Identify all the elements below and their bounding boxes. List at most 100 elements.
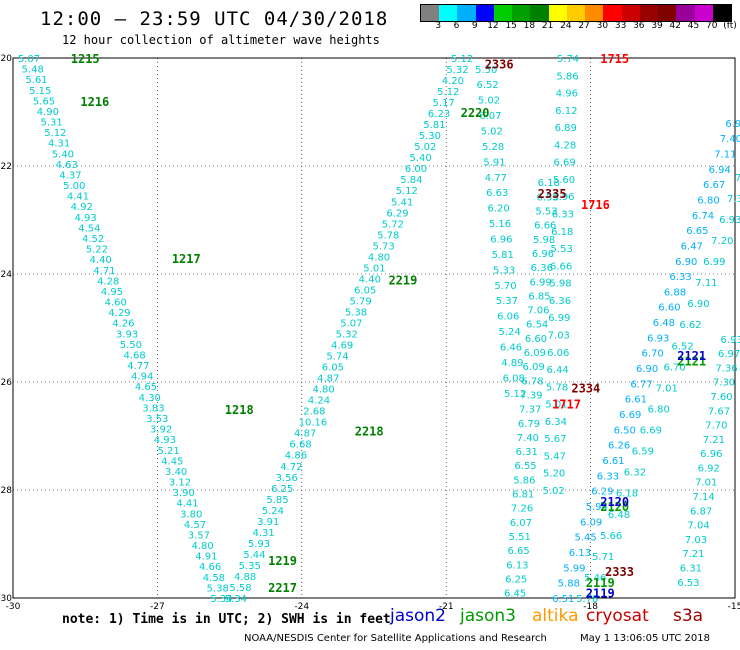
wave-height-value: 7.20	[711, 236, 733, 247]
wave-height-value: 6.08	[503, 373, 525, 384]
wave-height-value: 6.74	[692, 211, 714, 222]
color-scale-label: 33	[614, 21, 627, 31]
pass-time-label: 1716	[581, 198, 610, 212]
wave-height-value: 6.96	[490, 235, 512, 246]
wave-height-value: 7.04	[687, 521, 709, 532]
wave-height-value: 5.02	[481, 127, 503, 138]
wave-height-value: 3.92	[150, 425, 172, 436]
pass-time-label: 1219	[268, 554, 297, 568]
color-scale-swatch	[585, 5, 604, 21]
wave-height-value: 7.21	[703, 435, 725, 446]
plot-frame	[12, 57, 736, 599]
wave-height-value: 5.32	[336, 330, 358, 341]
wave-height-value: 6.90	[675, 257, 697, 268]
wave-height-value: 6.45	[504, 589, 526, 600]
wave-height-value: 7.40	[720, 134, 740, 145]
wave-height-value: 6.05	[322, 363, 344, 374]
wave-height-value: 4.92	[71, 202, 93, 213]
wave-height-value: 6.09	[523, 362, 545, 373]
page-subtitle: 12 hour collection of altimeter wave hei…	[62, 33, 380, 47]
wave-height-value: 5.00	[63, 181, 85, 192]
color-scale-swatch	[621, 5, 640, 21]
wave-height-value: 5.74	[326, 352, 348, 363]
color-scale-label: (ft)	[723, 21, 737, 31]
wave-height-value: 3.83	[142, 403, 164, 414]
y-tick-label: -20	[0, 54, 12, 64]
wave-height-value: 5.53	[535, 207, 557, 218]
wave-height-value: 5.96	[552, 192, 574, 203]
wave-height-value: 6.93	[647, 333, 669, 344]
wave-height-value: 6.05	[354, 285, 376, 296]
wave-height-value: 6.60	[658, 303, 680, 314]
wave-height-value: 3.80	[180, 509, 202, 520]
pass-time-label: 2333	[605, 565, 634, 579]
wave-height-value: 6.92	[725, 119, 740, 130]
pass-time-label: 1216	[80, 95, 109, 109]
wave-height-value: 7.03	[548, 330, 570, 341]
wave-height-value: 4.24	[308, 396, 330, 407]
wave-height-value: 4.41	[67, 192, 89, 203]
wave-height-value: 6.68	[289, 440, 311, 451]
wave-height-value: 6.65	[686, 226, 708, 237]
wave-height-value: 6.34	[545, 417, 567, 428]
wave-height-value: 4.60	[105, 298, 127, 309]
color-scale-label: 70	[706, 21, 718, 31]
y-tick-label: -26	[0, 378, 12, 388]
wave-height-value: 6.32	[624, 468, 646, 479]
wave-height-value: 6.80	[697, 195, 719, 206]
y-tick-label: -22	[0, 162, 12, 172]
color-scale-swatch	[603, 5, 622, 21]
wave-height-value: 5.78	[377, 230, 399, 241]
pass-time-label: 2335	[538, 187, 567, 201]
wave-height-value: 4.89	[501, 358, 523, 369]
color-scale-label: 15	[505, 21, 517, 31]
wave-height-value: 6.26	[608, 441, 630, 452]
wave-height-value: 5.94	[586, 502, 608, 513]
pass-time-label: 1218	[225, 403, 254, 417]
wave-height-value: 5.50	[475, 65, 497, 76]
wave-height-value: 6.00	[405, 164, 427, 175]
wave-height-value: 5.65	[33, 96, 55, 107]
wave-height-value: 6.12	[555, 106, 577, 117]
wave-height-value: 4.26	[112, 319, 134, 330]
wave-height-value: 6.59	[632, 447, 654, 458]
wave-height-value: 4.93	[74, 213, 96, 224]
wave-height-value: 5.02	[414, 142, 436, 153]
wave-height-value: 4.80	[191, 541, 213, 552]
wave-height-value: 7.30	[713, 378, 735, 389]
wave-height-value: 6.90	[687, 299, 709, 310]
wave-height-value: 5.50	[120, 340, 142, 351]
wave-height-value: 5.51	[509, 532, 531, 543]
wave-height-value: 4.72	[280, 462, 302, 473]
wave-height-value: 5.33	[493, 265, 515, 276]
wave-height-value: 6.18	[538, 178, 560, 189]
wave-height-value: 4.86	[285, 451, 307, 462]
generation-timestamp: May 1 13:06:05 UTC 2018	[580, 633, 710, 644]
wave-height-value: 6.61	[625, 395, 647, 406]
wave-height-value: 7.01	[656, 383, 678, 394]
wave-height-value: 7.31	[727, 194, 740, 205]
wave-height-value: 7.00	[735, 173, 740, 184]
wave-height-value: 3.91	[257, 517, 279, 528]
wave-height-value: 6.47	[681, 241, 703, 252]
wave-height-value: 4.40	[359, 274, 381, 285]
wave-height-value: 7.70	[705, 421, 727, 432]
wave-height-value: 5.78	[576, 594, 598, 605]
wave-height-value: 6.69	[553, 158, 575, 169]
wave-height-value: 4.71	[93, 266, 115, 277]
wave-height-value: 6.89	[555, 123, 577, 134]
color-scale-labels: 3 6 9 12 15 18 21 24 27 30 33 36 39 42 45 70 (ft)	[420, 21, 736, 33]
wave-height-value: 4.63	[56, 160, 78, 171]
wave-height-value: 6.87	[690, 506, 712, 517]
wave-height-value: 4.91	[195, 552, 217, 563]
wave-height-value: 6.55	[514, 461, 536, 472]
wave-height-value: 5.60	[553, 175, 575, 186]
wave-height-value: 6.46	[500, 343, 522, 354]
wave-height-value: 5.24	[262, 506, 284, 517]
wave-height-value: 7.67	[708, 406, 730, 417]
wave-height-value: 7.01	[695, 478, 717, 489]
pass-time-label: 1715	[600, 52, 629, 66]
wave-height-value: 6.36	[531, 263, 553, 274]
wave-height-value: 6.69	[640, 426, 662, 437]
